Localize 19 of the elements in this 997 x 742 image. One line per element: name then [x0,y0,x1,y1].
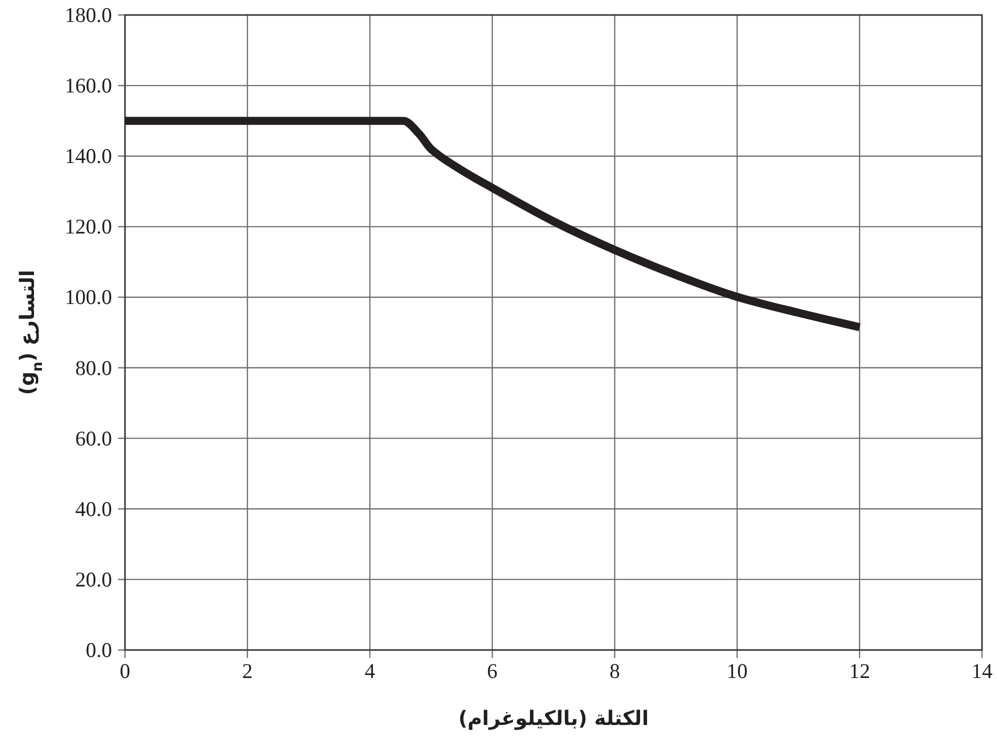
x-tick-label: 8 [609,659,620,683]
x-tick-label: 10 [726,659,748,683]
y-tick-label: 60.0 [75,426,112,450]
x-tick-label: 2 [242,659,253,683]
x-axis-title: الكتلة (بالكيلوغرام) [458,706,649,730]
x-tick-label: 12 [849,659,870,683]
x-tick-label: 4 [364,659,376,683]
y-tick-label: 120.0 [64,214,112,239]
y-tick-label: 40.0 [75,496,112,521]
y-tick-label: 140.0 [64,144,112,168]
y-tick-label: 100.0 [64,285,112,310]
y-tick-label: 180.0 [64,3,112,27]
x-tick-label: 14 [972,659,993,683]
x-tick-label: 0 [120,659,130,683]
y-tick-label: 80.0 [75,356,112,380]
y-tick-label: 20.0 [75,567,112,592]
y-tick-label: 0.0 [86,638,112,662]
x-tick-label: 6 [487,659,498,683]
y-tick-label: 160.0 [64,74,112,98]
